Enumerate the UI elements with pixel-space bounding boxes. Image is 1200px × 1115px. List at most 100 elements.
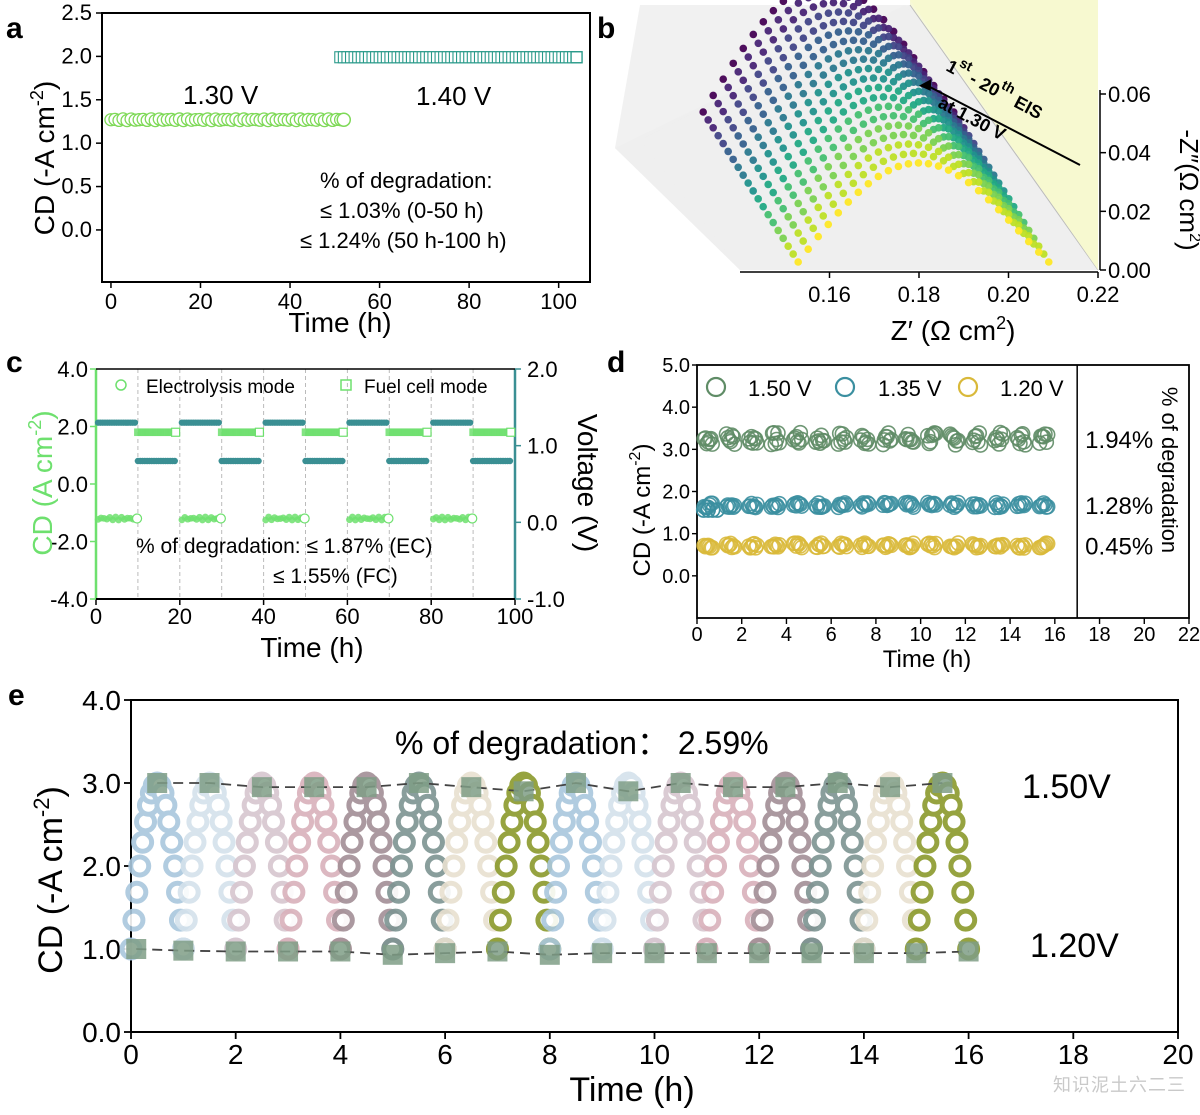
panel-e-point — [262, 810, 286, 834]
panel-b-eis-point — [849, 179, 858, 188]
panel-b-eis-point — [805, 0, 812, 2]
panel-b-eis-point — [874, 148, 883, 156]
panel-b-eis-point — [789, 71, 798, 80]
panel-d-legend-label: 1.50 V — [748, 376, 812, 401]
panel-d-point — [971, 425, 988, 441]
panel-b-eis-point — [919, 134, 928, 142]
panel-d-point — [946, 539, 962, 556]
panel-d-point — [709, 502, 725, 518]
panel-e-point — [285, 854, 309, 878]
panel-b-eis-point — [879, 93, 888, 101]
panel-b-eis-point — [884, 84, 893, 93]
panel-e-point — [942, 810, 966, 834]
panel-d-ylabel-sup: -2 — [627, 451, 644, 465]
panel-e-point — [384, 908, 408, 932]
panel-b-eis-point — [764, 180, 772, 189]
panel-e-point — [474, 830, 498, 854]
panel-e-point — [334, 880, 358, 904]
panel-b-eis-point — [804, 17, 813, 26]
panel-d-point — [725, 499, 742, 515]
panel-b-eis-point — [799, 61, 808, 70]
panel-b-eis-point — [869, 94, 878, 102]
panel-e-ytick-label: 3.0 — [82, 768, 121, 799]
panel-e-xtick-label: 4 — [333, 1039, 349, 1070]
panel-e-point — [907, 908, 931, 932]
panel-d-point — [905, 499, 922, 515]
panel-b-eis-point — [804, 157, 813, 165]
panel-e-point — [733, 810, 757, 834]
panel-b-eis-point — [874, 103, 883, 112]
panel-d-point — [1039, 426, 1056, 443]
panel-b-eis-point — [849, 56, 858, 65]
panel-b-eis-point — [844, 143, 853, 152]
panel-d-point — [812, 435, 828, 451]
panel-e-point — [491, 880, 515, 904]
panel-c-ytick-label: 0.0 — [57, 472, 88, 497]
panel-e-ytick-label: 1.0 — [82, 934, 121, 965]
panel-b-arrowhead — [918, 79, 932, 91]
panel-b-eis-point — [1044, 258, 1053, 266]
panel-b-eis-point — [909, 101, 918, 109]
panel-c-voltage-point — [506, 457, 514, 465]
panel-e-high-marker — [670, 773, 691, 793]
panel-b-eis-point — [799, 237, 807, 245]
panel-b-eis-point — [899, 130, 908, 139]
panel-b-eis-point — [754, 195, 762, 203]
panel-e-point — [128, 854, 152, 878]
panel-b-eis-point — [889, 111, 898, 120]
panel-b-eis-point — [859, 97, 868, 105]
panel-b-eis-point — [889, 131, 898, 140]
panel-b-eis-point — [854, 87, 863, 96]
panel-b-eis-point — [874, 172, 883, 181]
panel-e-point — [645, 908, 669, 932]
panel-e-point — [125, 880, 149, 904]
panel-d-point — [703, 430, 719, 447]
panel-d-xtick-label: 4 — [781, 624, 792, 646]
panel-e-point — [230, 880, 254, 904]
panel-b-eis-point — [914, 159, 923, 167]
panel-e-point — [750, 908, 774, 932]
panel-e-point — [369, 830, 393, 854]
panel-e-point — [523, 810, 547, 834]
panel-e-point — [436, 908, 460, 932]
panel-a-ytick-label: 0.5 — [61, 174, 92, 199]
panel-c-xtick-label: 20 — [168, 604, 192, 629]
panel-e-point — [837, 810, 861, 834]
panel-e-point — [421, 830, 445, 854]
panel-d-point — [859, 495, 876, 511]
panel-b-eis-point — [864, 106, 873, 114]
panel-c-y2tick-label: -1.0 — [527, 587, 565, 612]
panel-d-point — [904, 497, 920, 514]
panel-b-eis-point — [709, 91, 717, 100]
panel-b-eis-point — [749, 61, 758, 70]
panel-d-point — [968, 427, 985, 444]
panel-d-marks — [695, 424, 1056, 556]
panel-b-eis-point — [899, 150, 908, 159]
panel-b-eis-point — [804, 216, 813, 224]
panel-e-cycle — [800, 771, 876, 961]
panel-b-axes: 0.16 0.18 0.20 0.220.00 0.02 0.04 0.06 — [740, 82, 1151, 307]
panel-b-eis-point — [854, 12, 863, 20]
panel-e-v-high: 1.50V — [1022, 768, 1111, 806]
panel-b-eis-point — [884, 102, 893, 111]
panel-a-ylabel: CD (-A cm-2) — [27, 81, 60, 235]
panel-b-eis-point — [839, 0, 848, 8]
panel-d-deg-label: % of degradation — [1157, 387, 1182, 553]
panel-e-point — [174, 908, 198, 932]
panel-b-eis-point — [739, 44, 748, 53]
panel-b-eis-point — [844, 47, 853, 55]
panel-e-point — [945, 830, 969, 854]
panel-b-eis-point — [859, 55, 868, 63]
panel-d-xtick-label: 12 — [954, 624, 976, 646]
panel-e-xtick-label: 8 — [542, 1039, 558, 1070]
panel-b-eis-point — [869, 26, 878, 35]
panel-b-eis-point — [839, 189, 848, 198]
panel-d-point — [1037, 496, 1053, 513]
panel-b-eis-point — [944, 166, 953, 174]
panel-d-point — [925, 537, 941, 554]
panel-b-eis-point — [749, 187, 757, 195]
panel-e-point — [488, 908, 512, 932]
panel-b: b 0.16 0.18 0.20 0.220.000.020.040.06 1st- … — [597, 0, 1200, 346]
panel-b-eis-point — [779, 234, 787, 243]
panel-b-eis-point — [759, 18, 768, 26]
